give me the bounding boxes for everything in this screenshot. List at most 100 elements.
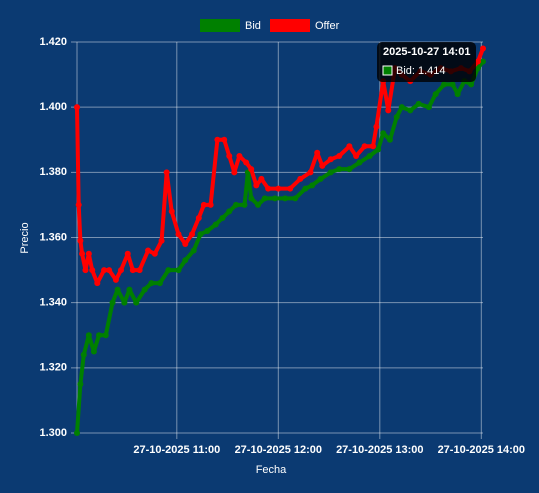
point	[375, 146, 382, 153]
point	[189, 231, 196, 238]
point	[480, 58, 486, 65]
point	[74, 104, 80, 111]
point	[356, 159, 363, 166]
point	[129, 267, 136, 274]
point	[282, 195, 289, 202]
point	[82, 267, 89, 274]
point	[380, 130, 387, 137]
point	[109, 299, 116, 306]
point	[156, 280, 163, 287]
point	[74, 430, 80, 436]
point	[77, 237, 84, 244]
point	[89, 267, 96, 274]
point	[219, 214, 226, 221]
y-tick-label: 1.380	[39, 166, 67, 178]
point	[141, 286, 148, 293]
legend-label: Offer	[315, 20, 340, 32]
point	[175, 231, 182, 238]
point	[207, 201, 214, 208]
point	[407, 107, 414, 114]
point	[248, 166, 255, 173]
point	[297, 175, 304, 182]
x-tick-label: 27-10-2025 12:00	[235, 444, 322, 456]
point	[151, 250, 158, 257]
point	[85, 250, 92, 257]
point	[133, 299, 140, 306]
point	[106, 267, 113, 274]
point	[243, 159, 250, 166]
point	[361, 143, 368, 150]
point	[398, 104, 405, 111]
point	[236, 153, 243, 160]
point	[292, 195, 299, 202]
point	[309, 182, 316, 189]
tooltip-label: Bid: 1.414	[396, 65, 446, 77]
y-tick-label: 1.360	[39, 231, 67, 243]
point	[468, 81, 475, 88]
y-tick-label: 1.320	[39, 362, 67, 374]
point	[195, 214, 202, 221]
point	[231, 169, 238, 176]
legend-label: Bid	[245, 20, 261, 32]
point	[336, 153, 343, 160]
point	[102, 332, 109, 339]
x-axis-title: Fecha	[256, 464, 287, 476]
point	[79, 250, 86, 257]
y-tick-label: 1.400	[39, 101, 67, 113]
point	[85, 332, 92, 339]
point	[366, 153, 373, 160]
point	[145, 247, 152, 254]
point	[258, 175, 265, 182]
point	[327, 156, 334, 163]
point	[204, 227, 211, 234]
point	[214, 136, 221, 143]
point	[370, 143, 377, 150]
point	[226, 208, 233, 215]
point	[346, 166, 353, 173]
point	[233, 201, 240, 208]
point	[449, 81, 456, 88]
point	[112, 276, 119, 283]
point	[148, 280, 155, 287]
y-tick-label: 1.340	[39, 297, 67, 309]
point	[346, 143, 353, 150]
point	[327, 169, 334, 176]
tooltip-swatch	[382, 65, 393, 76]
point	[480, 45, 486, 52]
point	[168, 208, 175, 215]
point	[474, 65, 481, 72]
x-tick-label: 27-10-2025 14:00	[438, 444, 525, 456]
point	[393, 113, 400, 120]
point	[175, 267, 182, 274]
point	[373, 123, 380, 130]
point	[307, 169, 314, 176]
point	[77, 381, 84, 388]
x-tick-label: 27-10-2025 13:00	[336, 444, 423, 456]
point	[271, 195, 278, 202]
y-tick-label: 1.420	[39, 36, 67, 48]
point	[94, 280, 101, 287]
y-tick-label: 1.300	[39, 427, 67, 439]
point	[124, 250, 131, 257]
point	[287, 185, 294, 192]
point	[253, 182, 260, 189]
point	[474, 58, 481, 65]
tooltip-title: 2025-10-27 14:01	[383, 46, 470, 58]
y-axis-title: Precio	[19, 222, 31, 253]
point	[114, 286, 121, 293]
point	[302, 185, 309, 192]
point	[317, 175, 324, 182]
point	[95, 332, 102, 339]
point	[265, 185, 272, 192]
point	[182, 241, 189, 248]
point	[212, 221, 219, 228]
point	[248, 195, 255, 202]
point	[163, 169, 170, 176]
point	[90, 348, 97, 355]
point	[386, 136, 393, 143]
point	[336, 166, 343, 173]
tooltip-box	[377, 42, 476, 82]
point	[190, 247, 197, 254]
